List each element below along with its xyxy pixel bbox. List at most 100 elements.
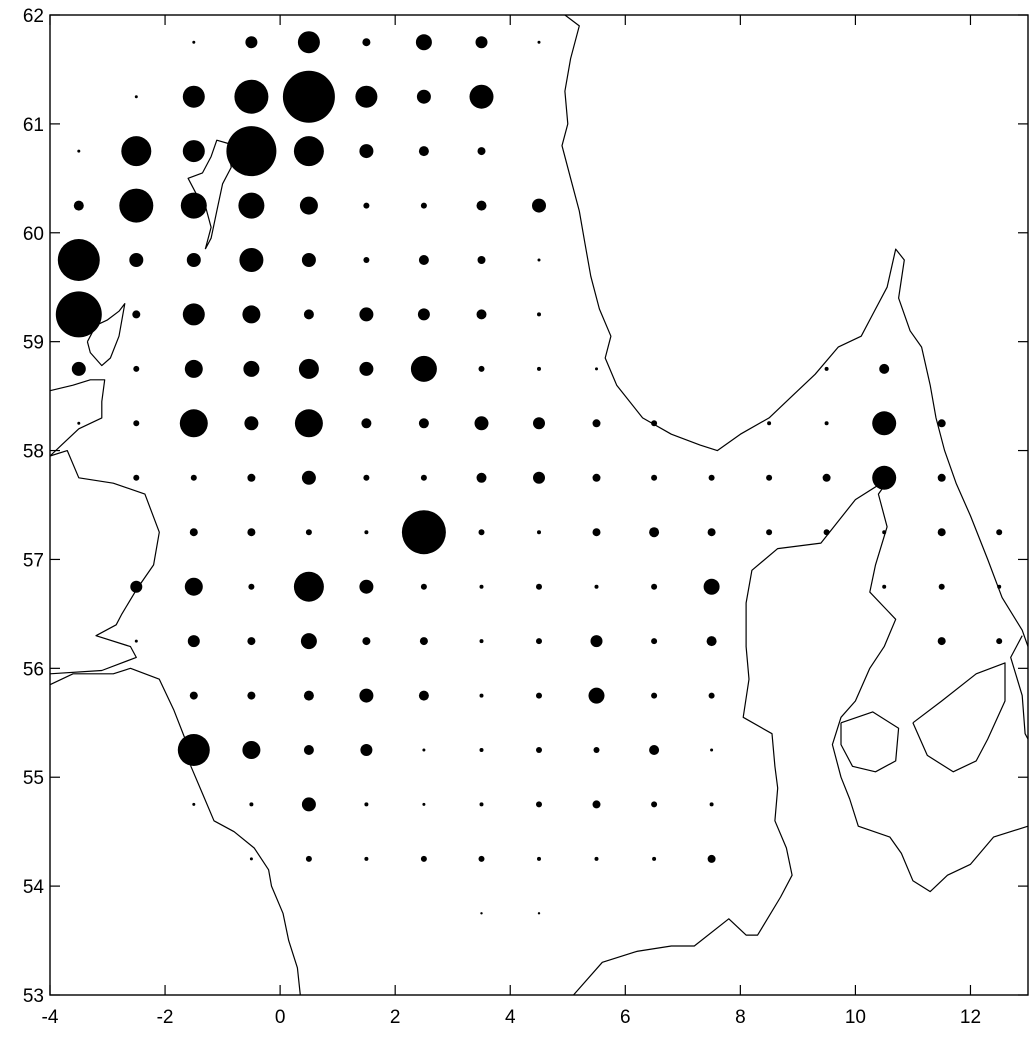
- bubble-point: [184, 359, 203, 378]
- bubble-point: [119, 188, 154, 223]
- coastline-scotland-east-coast: [49, 450, 160, 675]
- bubble-point: [362, 637, 371, 646]
- coastline-england-east-coast: [49, 667, 301, 996]
- bubble-point: [533, 417, 545, 430]
- bubble-point: [187, 635, 200, 648]
- bubble-point: [363, 474, 370, 481]
- coastline-scotland-north-coast: [49, 379, 106, 457]
- bubble-point: [293, 136, 324, 167]
- bubble-point: [361, 418, 372, 429]
- bubble-point: [417, 308, 430, 321]
- bubble-point: [182, 140, 205, 163]
- y-tick-label: 57: [23, 550, 44, 571]
- bubble-point: [300, 633, 317, 650]
- bubble-point: [537, 312, 541, 317]
- bubble-point: [418, 255, 429, 265]
- bubble-point: [706, 636, 717, 647]
- x-tick-label: 0: [275, 1007, 286, 1028]
- bubble-point: [359, 144, 374, 159]
- bubble-point: [420, 583, 427, 590]
- bubble-point: [242, 741, 261, 759]
- bubble-point: [422, 802, 426, 806]
- bubble-point: [303, 309, 314, 320]
- bubble-point: [477, 147, 486, 156]
- bubble-point: [824, 366, 829, 371]
- bubble-layer: [55, 31, 1003, 915]
- bubble-point: [73, 200, 84, 211]
- x-tick-label: -2: [157, 1007, 174, 1028]
- bubble-point: [651, 638, 658, 645]
- coastline-funen: [840, 711, 900, 773]
- x-tick-label: 12: [960, 1007, 981, 1028]
- x-tick-label: 4: [505, 1007, 516, 1028]
- bubble-point: [709, 802, 714, 807]
- bubble-point: [247, 691, 256, 700]
- bubble-point: [532, 198, 546, 213]
- bubble-point: [133, 474, 140, 481]
- bubble-point: [182, 303, 205, 326]
- bubble-point: [134, 95, 138, 99]
- bubble-point: [301, 797, 316, 812]
- bubble-point: [305, 529, 312, 536]
- bubble-point: [301, 470, 316, 485]
- y-tick-label: 54: [23, 877, 45, 898]
- y-tick-label: 55: [23, 768, 44, 789]
- bubble-point: [937, 473, 946, 482]
- bubble-point: [192, 40, 196, 44]
- bubble-point: [710, 748, 714, 752]
- bubble-point: [537, 912, 541, 915]
- bubble-point: [533, 471, 545, 484]
- bubble-point: [707, 854, 716, 863]
- bubble-point: [189, 691, 198, 700]
- coastline-jutland-west-coast: [573, 477, 891, 996]
- y-tick-label: 53: [23, 986, 44, 1007]
- bubble-point: [537, 40, 541, 44]
- axis-tick-labels: -4 -2 0 2 4 6 8 10 12 53 54 55 56 57 58 59 60 61 62: [23, 6, 981, 1028]
- coastline-layer: [49, 14, 1029, 996]
- bubble-point: [480, 912, 483, 915]
- bubble-point: [882, 584, 887, 589]
- bubble-point: [997, 584, 1002, 589]
- bubble-point: [249, 802, 254, 807]
- bubble-point: [301, 253, 316, 267]
- bubble-point: [418, 146, 429, 157]
- bubble-point: [536, 692, 542, 699]
- bubble-point: [996, 638, 1003, 645]
- bubble-point: [239, 248, 264, 272]
- bubble-point: [478, 365, 485, 372]
- bubble-point: [937, 528, 946, 537]
- bubble-point: [244, 416, 259, 431]
- bubble-point: [359, 688, 374, 703]
- bubble-point: [651, 420, 658, 427]
- bubble-point: [594, 856, 599, 861]
- y-tick-label: 62: [23, 6, 44, 27]
- bubble-point: [422, 748, 426, 752]
- bubble-point: [129, 253, 144, 267]
- bubble-point: [184, 577, 203, 596]
- x-tick-label: -4: [42, 1007, 59, 1028]
- bubble-point: [247, 637, 256, 646]
- bubble-point: [121, 136, 152, 167]
- bubble-point: [536, 747, 542, 753]
- coastline-orkney: [86, 303, 126, 367]
- bubble-point: [595, 367, 598, 371]
- bubble-point: [766, 474, 773, 481]
- bubble-point: [55, 291, 102, 338]
- bubble-point: [651, 474, 658, 481]
- bubble-point: [766, 529, 773, 536]
- bubble-point: [420, 202, 427, 209]
- bubble-point: [77, 421, 81, 425]
- bubble-point: [822, 473, 831, 482]
- bubble-point: [879, 363, 890, 374]
- bubble-point: [478, 855, 485, 862]
- bubble-point: [708, 692, 715, 699]
- bubble-point: [703, 578, 720, 595]
- bubble-point: [882, 530, 887, 535]
- bubble-point: [588, 687, 605, 704]
- bubble-point: [475, 36, 488, 49]
- bubble-point: [479, 639, 484, 644]
- bubble-point: [469, 84, 494, 109]
- bubble-point: [937, 419, 946, 428]
- bubble-point: [592, 419, 601, 428]
